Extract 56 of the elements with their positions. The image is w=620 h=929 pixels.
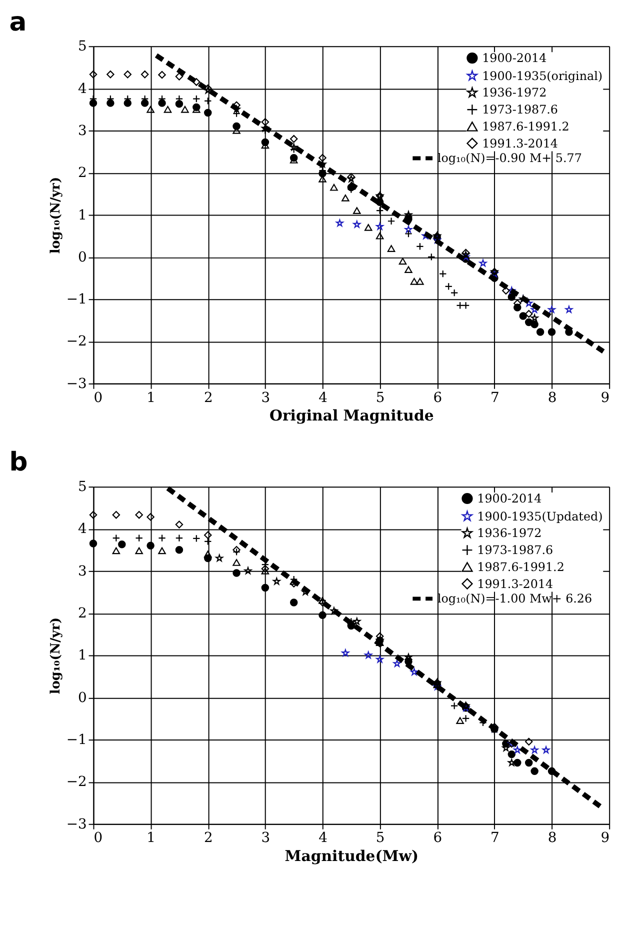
x-tick-label: 9 bbox=[600, 830, 610, 846]
legend-label: 1936-1972 bbox=[482, 86, 547, 100]
y-tick-label: 4 bbox=[78, 521, 87, 538]
x-tick-label: 0 bbox=[94, 390, 103, 406]
y-tick-label: −1 bbox=[66, 732, 87, 748]
legend-label: 1987.6-1991.2 bbox=[477, 560, 564, 574]
x-tick-label: 5 bbox=[376, 390, 385, 406]
y-tick-label: 1 bbox=[78, 648, 87, 664]
y-tick-label: −2 bbox=[66, 334, 87, 350]
x-tick-label: 3 bbox=[261, 830, 270, 846]
x-tick-label: 4 bbox=[318, 390, 328, 406]
legend-label: 1900-2014 bbox=[477, 491, 542, 506]
y-axis-title: log₁₀(N/yr) bbox=[48, 176, 64, 254]
y-tick-label: 4 bbox=[78, 80, 87, 97]
y-tick-label: −3 bbox=[66, 376, 87, 392]
legend-label: 1973-1987.6 bbox=[477, 543, 554, 558]
x-tick-label: 2 bbox=[204, 830, 213, 846]
chart-title: a bbox=[9, 7, 27, 38]
legend-label: 1991.3-2014 bbox=[482, 136, 558, 150]
x-tick-label: 7 bbox=[490, 830, 500, 846]
legend-label: 1987.6-1991.2 bbox=[482, 119, 570, 134]
x-axis-title: Magnitude(Mw) bbox=[284, 847, 419, 866]
legend-label: 1900-1935(Updated) bbox=[477, 509, 603, 524]
chart-title: b bbox=[9, 448, 28, 478]
legend-label: 1973-1987.6 bbox=[482, 102, 558, 117]
x-tick-label: 6 bbox=[433, 830, 442, 846]
legend-label: 1900-2014 bbox=[482, 51, 547, 66]
x-tick-label: 6 bbox=[433, 390, 442, 406]
y-tick-label: −2 bbox=[66, 774, 87, 790]
y-tick-label: 2 bbox=[78, 165, 87, 182]
x-tick-label: 8 bbox=[548, 390, 557, 406]
legend-label: 1900-1935(original) bbox=[482, 68, 603, 83]
y-tick-label: −3 bbox=[66, 816, 87, 832]
x-tick-label: 0 bbox=[94, 830, 103, 846]
x-tick-label: 5 bbox=[376, 830, 385, 846]
x-tick-label: 1 bbox=[146, 830, 156, 846]
y-tick-label: 2 bbox=[78, 606, 87, 622]
y-tick-label: 0 bbox=[78, 249, 87, 266]
y-tick-label: −1 bbox=[66, 292, 87, 308]
y-tick-label: 1 bbox=[78, 207, 87, 224]
x-tick-label: 3 bbox=[261, 390, 270, 406]
legend-label: 1936-1972 bbox=[477, 526, 542, 540]
y-axis-title: log₁₀(N/yr) bbox=[48, 617, 64, 694]
legend-label: 1991.3-2014 bbox=[477, 576, 554, 591]
y-tick-label: 5 bbox=[78, 479, 87, 496]
x-tick-label: 8 bbox=[548, 830, 557, 846]
x-axis-title: Original Magnitude bbox=[270, 406, 434, 425]
x-tick-label: 2 bbox=[204, 390, 213, 406]
y-tick-label: 3 bbox=[78, 563, 87, 580]
y-tick-label: 0 bbox=[78, 690, 87, 706]
x-tick-label: 4 bbox=[318, 830, 328, 846]
x-tick-label: 7 bbox=[490, 390, 500, 406]
x-tick-label: 9 bbox=[600, 390, 610, 406]
y-tick-label: 5 bbox=[78, 38, 87, 55]
x-tick-label: 1 bbox=[146, 390, 156, 406]
y-tick-label: 3 bbox=[78, 122, 87, 139]
